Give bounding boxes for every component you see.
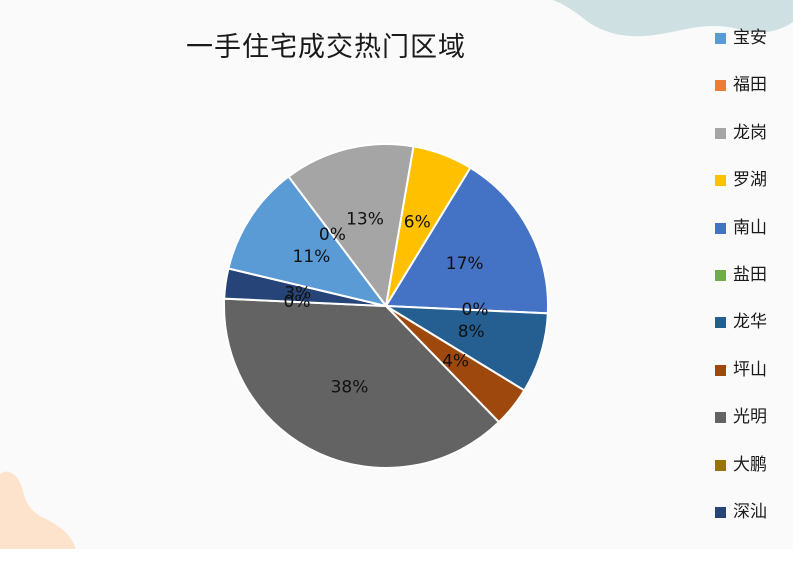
data-label: 8%	[458, 322, 485, 342]
legend-item: 坪山	[715, 358, 767, 405]
legend-item: 龙华	[715, 310, 767, 357]
legend-label: 大鹏	[733, 454, 767, 475]
legend-swatch	[715, 412, 726, 424]
legend-item: 深汕	[715, 500, 767, 547]
legend-item: 盐田	[715, 263, 767, 310]
data-label: 0%	[319, 225, 346, 245]
legend-label: 宝安	[733, 28, 767, 48]
legend-swatch	[715, 459, 726, 471]
legend-item: 龙岗	[715, 121, 767, 168]
legend-item: 宝安	[715, 26, 767, 73]
pie-slices	[223, 143, 549, 469]
decorative-blob-bottom	[0, 471, 76, 564]
legend-swatch	[715, 317, 726, 329]
data-label: 13%	[346, 209, 384, 229]
legend-label: 深汕	[733, 501, 767, 522]
data-label: 0%	[284, 292, 311, 312]
legend-label: 光明	[733, 407, 767, 428]
pie-slice	[287, 143, 415, 309]
legend-swatch	[715, 269, 726, 281]
legend-label: 罗湖	[733, 170, 767, 191]
data-label: 11%	[293, 247, 331, 267]
legend-label: 龙华	[733, 312, 767, 333]
legend-swatch	[715, 364, 726, 376]
legend: 宝安福田龙岗罗湖南山盐田龙华坪山光明大鹏深汕	[715, 26, 767, 547]
data-label: 3%	[284, 284, 311, 304]
data-labels: 13% 6%17%0%8%4%38%0%3%11%0%	[284, 209, 489, 397]
legend-item: 南山	[715, 216, 767, 263]
chart-title: 一手住宅成交热门区域	[186, 32, 466, 63]
legend-label: 福田	[733, 75, 767, 96]
pie-slice	[384, 166, 549, 315]
legend-label: 南山	[733, 217, 767, 238]
legend-swatch	[715, 33, 726, 44]
legend-label: 盐田	[733, 264, 767, 285]
legend-swatch	[715, 506, 726, 518]
data-label: 6%	[404, 213, 431, 233]
data-label: 17%	[446, 254, 484, 274]
legend-swatch	[715, 80, 726, 92]
data-label: 0%	[462, 300, 489, 320]
legend-label: 坪山	[733, 359, 767, 380]
data-label: 4%	[442, 352, 469, 372]
data-label: 38%	[331, 377, 369, 397]
legend-item: 福田	[715, 73, 767, 120]
legend-swatch	[715, 127, 726, 139]
legend-label: 龙岗	[733, 122, 767, 143]
bottom-band	[0, 549, 793, 564]
legend-item: 大鹏	[715, 453, 767, 500]
legend-item: 光明	[715, 405, 767, 452]
pie-slice	[227, 175, 389, 308]
decorative-blob-top	[553, 0, 793, 37]
legend-swatch	[715, 175, 726, 187]
legend-swatch	[715, 222, 726, 234]
legend-item: 罗湖	[715, 168, 767, 215]
pie-slice	[223, 297, 501, 469]
